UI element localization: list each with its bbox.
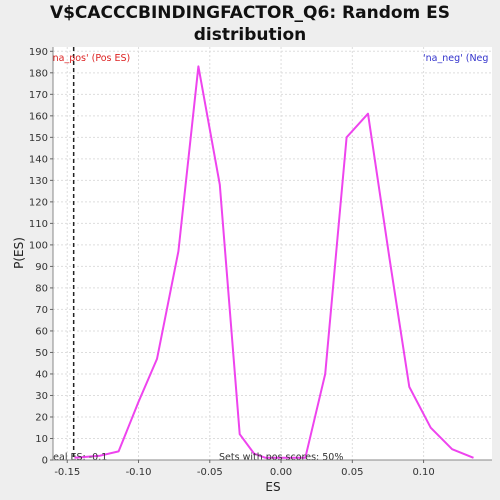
neg-es-label: 'na_neg' (Neg: [423, 53, 488, 64]
x-tick-label: -0.10: [126, 467, 152, 478]
y-tick-label: 90: [35, 262, 48, 273]
chart-title-line2: distribution: [193, 25, 307, 45]
x-tick-label: 0.00: [270, 467, 292, 478]
y-tick-label: 110: [29, 219, 48, 230]
y-tick-label: 100: [29, 240, 48, 251]
y-tick-label: 160: [29, 111, 48, 122]
y-tick-label: 20: [35, 412, 48, 423]
sets-with-pos-scores-label: Sets with pos scores: 50%: [219, 452, 343, 463]
y-tick-label: 140: [29, 154, 48, 165]
chart-title-line1: V$CACCCBINDINGFACTOR_Q6: Random ES: [49, 3, 451, 23]
series-group: [74, 65, 474, 459]
actual-es-label: Real ES: -0.1: [47, 452, 107, 463]
plot-area: [53, 47, 492, 460]
y-tick-label: 180: [29, 68, 48, 79]
x-tick-label: 0.05: [341, 467, 363, 478]
pos-es-label: 'na_pos' (Pos ES): [50, 53, 130, 64]
x-tick-label: -0.15: [54, 467, 80, 478]
y-tick-label: 40: [35, 369, 48, 380]
y-tick-label: 70: [35, 305, 48, 316]
y-tick-label: 120: [29, 197, 48, 208]
axes-group: 0 10 20 30 40 50 60 70 80 90 100 110 120 130 140 150 160…: [29, 47, 492, 478]
annotations-group: 'na_pos' (Pos ES) 'na_neg' (Neg Real ES:…: [47, 53, 488, 463]
y-tick-label: 30: [35, 391, 48, 402]
y-tick-label: 60: [35, 326, 48, 337]
y-tick-label: 170: [29, 90, 48, 101]
distribution-line: [74, 65, 474, 459]
x-tick-label: 0.10: [412, 467, 434, 478]
x-axis-label: ES: [265, 480, 280, 494]
chart-title: V$CACCCBINDINGFACTOR_Q6: Random ES distr…: [0, 0, 500, 46]
y-tick-label: 80: [35, 283, 48, 294]
y-tick-label: 0: [42, 456, 48, 467]
grid-lines: [53, 47, 492, 461]
y-tick-label: 150: [29, 133, 48, 144]
y-tick-label: 190: [29, 47, 48, 58]
y-axis-label: P(ES): [12, 237, 26, 269]
y-tick-label: 10: [35, 434, 48, 445]
y-tick-label: 130: [29, 176, 48, 187]
x-tick-label: -0.05: [197, 467, 223, 478]
y-tick-label: 50: [35, 348, 48, 359]
